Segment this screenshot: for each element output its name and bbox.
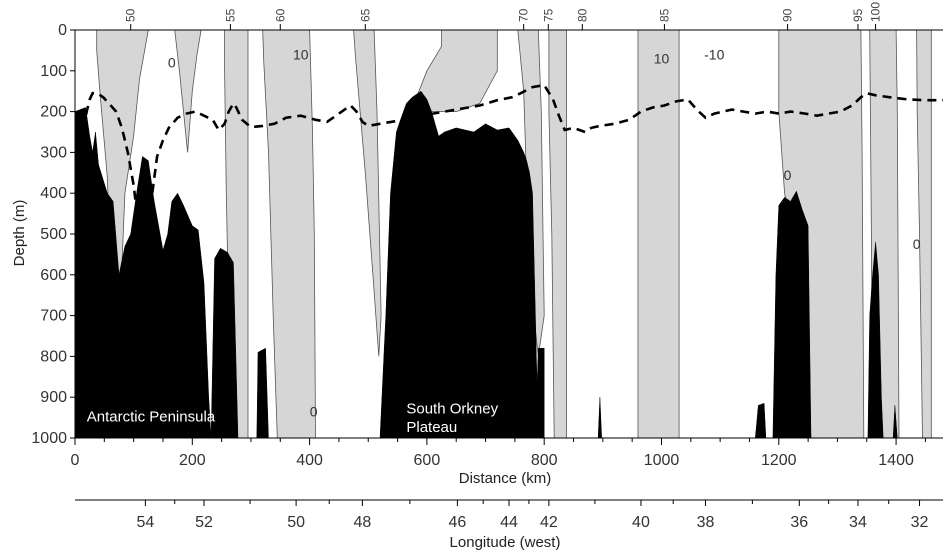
- x-tick-label: 400: [296, 452, 323, 469]
- station-label: 65: [358, 8, 372, 22]
- x-tick-label: 800: [531, 452, 558, 469]
- station-label: 80: [575, 8, 589, 22]
- bathymetry-south-orkney-plateau: [379, 90, 539, 439]
- x-tick-label: 600: [414, 452, 441, 469]
- bathymetry-antarctic-peninsula: [74, 107, 212, 439]
- y-tick-label: 700: [40, 308, 67, 325]
- longitude-axis-title: Longitude (west): [450, 534, 561, 551]
- longitude-tick-label: 38: [697, 514, 715, 531]
- contour-label: 0: [168, 55, 176, 71]
- shaded-region-band-570: [408, 29, 498, 117]
- longitude-tick-label: 52: [195, 514, 213, 531]
- station-label: 75: [541, 8, 555, 22]
- longitude-tick-label: 54: [136, 514, 154, 531]
- bathymetry-spike-895: [597, 397, 602, 439]
- station-label: 85: [657, 8, 671, 22]
- longitude-axis: 54 52 50 48 46 44 42 40 38 36 34 32: [75, 499, 943, 531]
- longitude-tick-label: 42: [540, 514, 558, 531]
- y-tick-label: 300: [40, 144, 67, 161]
- shaded-region-band-330: [262, 29, 316, 439]
- shaded-region-band-1435: [916, 29, 932, 439]
- longitude-tick-label: 46: [448, 514, 466, 531]
- contour-label: 0: [913, 236, 921, 252]
- longitude-tick-label: 32: [911, 514, 929, 531]
- longitude-tick-label: 48: [353, 514, 371, 531]
- station-label: 70: [517, 8, 531, 22]
- station-label: 60: [273, 8, 287, 22]
- y-tick-label: 1000: [31, 430, 67, 447]
- x-tick-label: 1400: [878, 452, 914, 469]
- x-tick-label: 0: [71, 452, 80, 469]
- station-label: 55: [223, 8, 237, 22]
- region-label: Antarctic Peninsula: [87, 409, 216, 426]
- y-tick-label: 800: [40, 348, 67, 365]
- x-tick-label: 1200: [761, 452, 797, 469]
- y-tick-label: 200: [40, 104, 67, 121]
- bathymetry-spike-1370: [867, 242, 884, 439]
- region-label: Plateau: [406, 419, 457, 436]
- x-axis: 0 200 400 600 800 1000 1200 1400: [71, 438, 926, 469]
- dashed-line-layer: [79, 83, 943, 259]
- shaded-region-band-175: [174, 29, 202, 153]
- contour-label: 10: [293, 46, 309, 62]
- longitude-tick-label: 50: [287, 514, 305, 531]
- shaded-region-band-810: [548, 29, 567, 439]
- contour-label: -10: [704, 46, 724, 62]
- y-tick-label: 500: [40, 226, 67, 243]
- y-tick-label: 400: [40, 185, 67, 202]
- y-tick-label: 900: [40, 389, 67, 406]
- contour-label: 10: [654, 51, 670, 67]
- station-axis: 50 55 60 65 70 75 80 85 90 95 100: [124, 2, 883, 30]
- x-tick-label: 1000: [644, 452, 680, 469]
- station-label: 50: [124, 8, 138, 22]
- longitude-tick-label: 44: [500, 514, 518, 531]
- bathymetry-ridge-1230: [772, 190, 812, 439]
- station-label: 100: [869, 2, 883, 22]
- shaded-region-band-485: [353, 29, 382, 357]
- dashed-line: [79, 83, 943, 259]
- y-axis: 0 100 200 300 400 500 600 700 800 900 1000: [31, 22, 75, 447]
- longitude-tick-label: 36: [790, 514, 808, 531]
- station-label: 95: [851, 8, 865, 22]
- y-tick-label: 0: [58, 22, 67, 39]
- longitude-tick-label: 40: [632, 514, 650, 531]
- shaded-region-band-960: [637, 29, 680, 439]
- y-tick-label: 100: [40, 63, 67, 80]
- bathymetry: [74, 90, 898, 439]
- longitude-tick-label: 34: [849, 514, 867, 531]
- annotations: 0 10 10 -10 0 0 0 Antarctic Peninsula South Orkn…: [87, 46, 921, 435]
- contour-label: 0: [784, 167, 792, 183]
- x-axis-title: Distance (km): [459, 470, 552, 487]
- station-label: 90: [781, 8, 795, 22]
- y-axis-title: Depth (m): [11, 200, 28, 267]
- contour-label: 0: [310, 403, 318, 419]
- bathymetry-spike-1175: [755, 402, 767, 439]
- y-tick-label: 600: [40, 267, 67, 284]
- x-tick-label: 200: [179, 452, 206, 469]
- region-label: South Orkney: [406, 401, 498, 418]
- bathymetry-ridge-310: [256, 347, 269, 439]
